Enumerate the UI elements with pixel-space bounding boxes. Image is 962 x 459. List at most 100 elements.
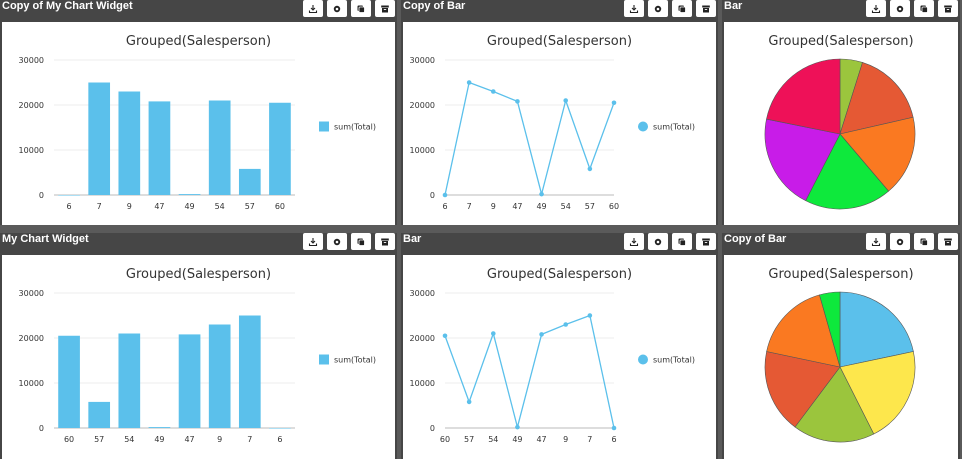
- widget-toolbar: [624, 233, 716, 250]
- data-point[interactable]: [466, 399, 472, 405]
- delete-button[interactable]: [375, 233, 395, 250]
- export-button[interactable]: [866, 233, 886, 250]
- bar[interactable]: [269, 428, 291, 429]
- pie-slice[interactable]: [839, 291, 914, 368]
- bar[interactable]: [118, 91, 141, 196]
- delete-button[interactable]: [696, 0, 716, 17]
- data-point[interactable]: [611, 425, 617, 431]
- pie-slice[interactable]: [839, 116, 916, 192]
- pie-slice[interactable]: [764, 351, 841, 428]
- x-tick-label: 7: [97, 202, 102, 211]
- copy-button[interactable]: [672, 0, 692, 17]
- widget-titlebar[interactable]: Bar: [722, 0, 960, 20]
- widget-bar-pie: Bar Grouped(Salesperson): [722, 0, 960, 225]
- pie-slice[interactable]: [839, 62, 914, 135]
- line-chart: Grouped(Salesperson) 30000 20000 10000 06 7 9 4…: [410, 34, 695, 211]
- series-line: [444, 81, 615, 197]
- x-tick-label: 47: [184, 435, 194, 444]
- bar[interactable]: [178, 334, 201, 428]
- settings-icon: [332, 4, 342, 14]
- bar[interactable]: [208, 324, 231, 429]
- bar[interactable]: [238, 315, 261, 429]
- copy-button[interactable]: [351, 233, 371, 250]
- widget-titlebar[interactable]: Bar: [401, 233, 718, 253]
- delete-button[interactable]: [696, 233, 716, 250]
- delete-button[interactable]: [375, 0, 395, 17]
- widget-titlebar[interactable]: Copy of Bar: [401, 0, 718, 20]
- data-point[interactable]: [515, 99, 520, 104]
- data-point[interactable]: [611, 100, 617, 106]
- data-point[interactable]: [466, 80, 472, 85]
- y-tick-label: 0: [39, 191, 44, 200]
- pie-slice[interactable]: [839, 351, 916, 435]
- copy-button[interactable]: [351, 0, 371, 17]
- bar[interactable]: [208, 100, 231, 196]
- copy-button[interactable]: [672, 233, 692, 250]
- widget-body: Grouped(Salesperson) 30000 20000 10000 0 6 7 9 4…: [403, 22, 716, 225]
- data-point[interactable]: [490, 89, 496, 94]
- widget-title: Copy of Bar: [724, 233, 787, 245]
- legend-swatch: [319, 354, 329, 365]
- y-tick-label: 10000: [410, 379, 435, 388]
- x-tick-label: 60: [609, 202, 619, 211]
- pie-slice[interactable]: [794, 366, 875, 443]
- settings-button[interactable]: [327, 233, 347, 250]
- bar[interactable]: [178, 194, 201, 195]
- pie-slice[interactable]: [805, 133, 889, 210]
- data-point[interactable]: [442, 333, 448, 339]
- bar-chart: Grouped(Salesperson) 30000 20000 10000 0 6 7 9 4…: [19, 34, 376, 211]
- settings-button[interactable]: [648, 0, 668, 17]
- settings-button[interactable]: [648, 233, 668, 250]
- x-tick-label: 49: [154, 435, 164, 444]
- settings-button[interactable]: [890, 233, 910, 250]
- widget-titlebar[interactable]: My Chart Widget: [0, 233, 397, 253]
- bar-chart: Grouped(Salesperson) 30000 20000 10000 0 60 57…: [19, 267, 376, 444]
- data-point[interactable]: [442, 192, 448, 198]
- data-point[interactable]: [563, 322, 569, 327]
- widget-title: Bar: [403, 233, 422, 245]
- data-point[interactable]: [563, 98, 569, 103]
- data-point[interactable]: [539, 332, 544, 337]
- x-tick-label: 57: [585, 202, 595, 211]
- data-point[interactable]: [539, 191, 544, 197]
- export-button[interactable]: [303, 233, 323, 250]
- pie-slice[interactable]: [766, 294, 841, 368]
- data-point[interactable]: [490, 331, 496, 336]
- copy-button[interactable]: [914, 0, 934, 17]
- copy-button[interactable]: [914, 233, 934, 250]
- bar[interactable]: [148, 101, 171, 195]
- export-icon: [308, 4, 318, 14]
- widget-titlebar[interactable]: Copy of My Chart Widget: [0, 0, 397, 20]
- data-point[interactable]: [587, 166, 593, 172]
- bar[interactable]: [88, 401, 111, 428]
- widget-titlebar[interactable]: Copy of Bar: [722, 233, 960, 253]
- export-button[interactable]: [866, 0, 886, 17]
- pie-slice[interactable]: [819, 291, 841, 368]
- bar[interactable]: [118, 333, 141, 429]
- bar[interactable]: [269, 102, 291, 195]
- delete-button[interactable]: [938, 0, 958, 17]
- bar[interactable]: [238, 168, 261, 195]
- x-tick-label: 49: [184, 202, 194, 211]
- bar[interactable]: [58, 335, 80, 428]
- settings-button[interactable]: [890, 0, 910, 17]
- settings-button[interactable]: [327, 0, 347, 17]
- delete-icon: [701, 4, 711, 14]
- pie-slice[interactable]: [764, 118, 841, 202]
- legend-label: sum(Total): [653, 123, 695, 132]
- bar[interactable]: [148, 427, 171, 428]
- legend-swatch: [638, 121, 648, 132]
- widget-body: Grouped(Salesperson): [724, 255, 958, 459]
- chart-title: Grouped(Salesperson): [487, 34, 632, 49]
- export-button[interactable]: [303, 0, 323, 17]
- data-point[interactable]: [515, 424, 520, 430]
- y-tick-label: 30000: [410, 56, 435, 65]
- data-point[interactable]: [587, 313, 593, 318]
- export-button[interactable]: [624, 233, 644, 250]
- bar[interactable]: [88, 82, 111, 196]
- pie-slice[interactable]: [766, 58, 841, 135]
- y-tick-label: 10000: [19, 379, 44, 388]
- delete-button[interactable]: [938, 233, 958, 250]
- export-button[interactable]: [624, 0, 644, 17]
- bar[interactable]: [58, 195, 80, 196]
